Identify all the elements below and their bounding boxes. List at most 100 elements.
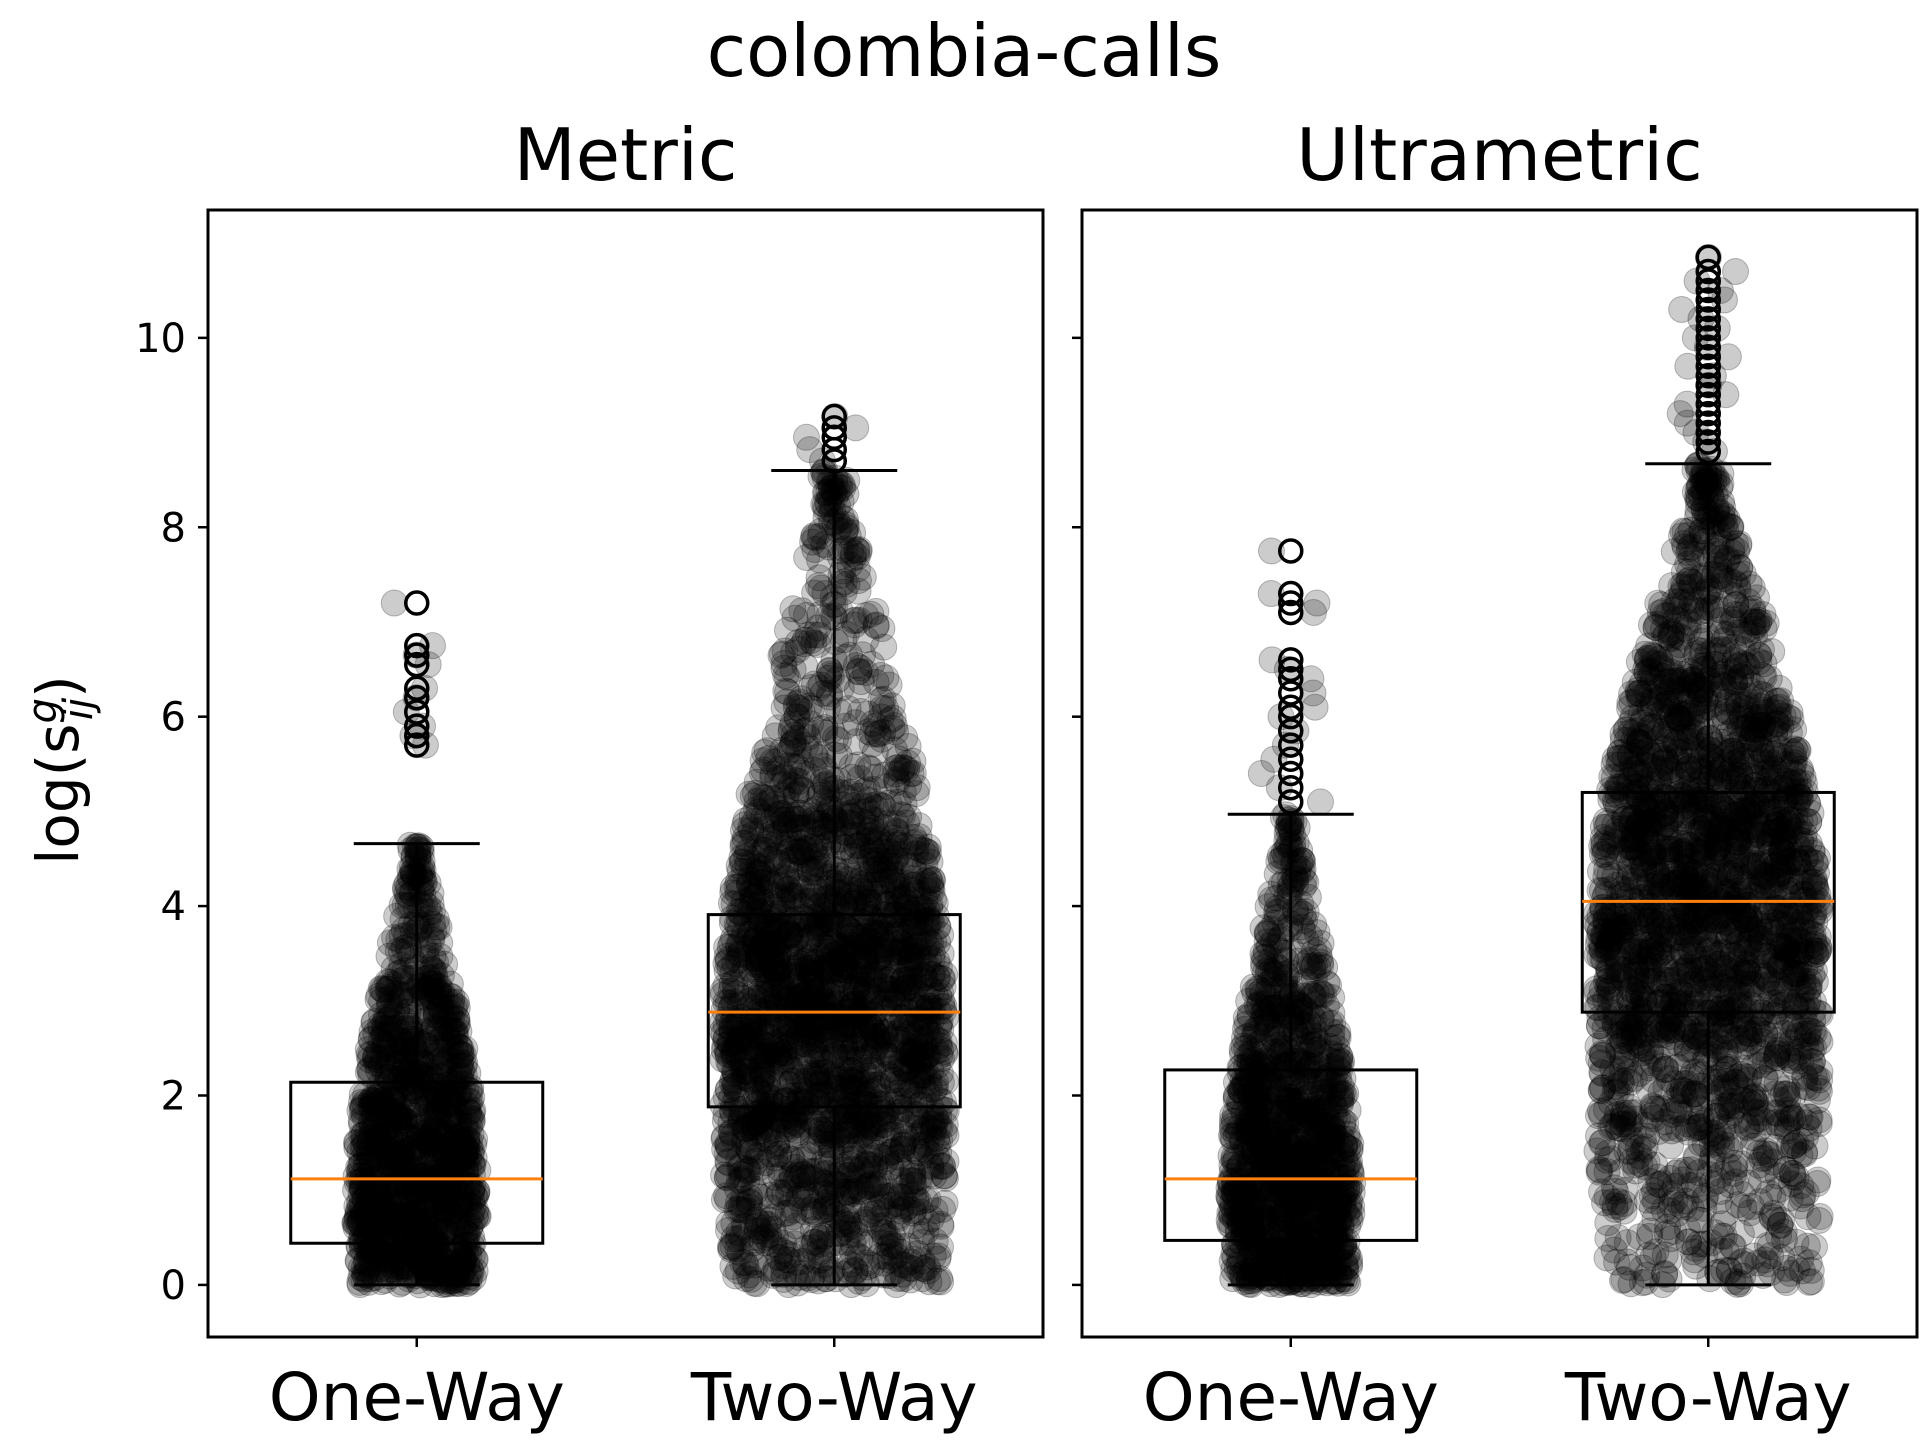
data-point xyxy=(408,1162,436,1190)
data-point xyxy=(370,976,398,1004)
data-point xyxy=(413,1124,441,1152)
data-point xyxy=(452,1136,480,1164)
data-point xyxy=(387,1204,415,1232)
data-point xyxy=(800,621,828,649)
data-point xyxy=(376,1256,404,1284)
data-point xyxy=(391,1218,419,1246)
data-point xyxy=(361,1088,389,1116)
data-point xyxy=(412,1007,440,1035)
data-point xyxy=(419,1248,447,1276)
data-point xyxy=(732,1265,760,1293)
scatter-points xyxy=(341,402,960,1299)
data-point xyxy=(432,1201,460,1229)
data-point xyxy=(395,1156,423,1184)
data-point xyxy=(445,1033,473,1061)
data-point xyxy=(360,1087,388,1115)
data-point xyxy=(422,1209,450,1237)
data-point xyxy=(456,1202,484,1230)
data-point xyxy=(413,944,441,972)
data-point xyxy=(434,1084,462,1112)
data-point xyxy=(930,1162,958,1190)
data-point xyxy=(923,964,951,992)
data-point xyxy=(355,1268,383,1296)
data-point xyxy=(384,1184,412,1212)
data-point xyxy=(391,1221,419,1249)
data-point xyxy=(356,1046,384,1074)
data-point xyxy=(370,1194,398,1222)
data-point xyxy=(412,936,440,964)
data-point xyxy=(419,1119,447,1147)
data-point xyxy=(423,1186,451,1214)
data-point xyxy=(431,984,459,1012)
data-point xyxy=(384,1154,412,1182)
data-point xyxy=(442,1123,470,1151)
data-point xyxy=(363,1049,391,1077)
data-point xyxy=(422,1131,450,1159)
data-point xyxy=(460,1144,488,1172)
data-point xyxy=(458,1083,486,1111)
data-point xyxy=(436,1199,464,1227)
data-point xyxy=(461,1245,489,1273)
y-axis-label-subscript: ij xyxy=(56,697,102,720)
data-point xyxy=(420,1167,448,1195)
data-point xyxy=(367,1027,395,1055)
data-point xyxy=(453,1168,481,1196)
data-point xyxy=(421,1252,449,1280)
data-point xyxy=(449,1256,477,1284)
data-point xyxy=(429,1248,457,1276)
data-point xyxy=(370,1015,398,1043)
data-point xyxy=(391,1037,419,1065)
data-point xyxy=(354,1204,382,1232)
data-point xyxy=(355,1041,383,1069)
data-point xyxy=(347,1088,375,1116)
data-point xyxy=(426,942,454,970)
data-point xyxy=(412,1125,440,1153)
data-point xyxy=(351,1185,379,1213)
data-point xyxy=(458,1175,486,1203)
data-point xyxy=(376,973,404,1001)
data-point xyxy=(353,1145,381,1173)
data-point xyxy=(367,975,395,1003)
data-point xyxy=(458,1099,486,1127)
data-point xyxy=(388,922,416,950)
data-point xyxy=(442,1260,470,1288)
data-point xyxy=(845,657,873,685)
data-point xyxy=(432,1185,460,1213)
data-point xyxy=(345,1168,373,1196)
data-point xyxy=(413,1186,441,1214)
data-point xyxy=(366,1202,394,1230)
data-point xyxy=(453,1136,481,1164)
data-point xyxy=(837,778,865,806)
data-point xyxy=(434,1014,462,1042)
data-point xyxy=(445,1210,473,1238)
data-point xyxy=(792,982,820,1010)
data-point xyxy=(357,1087,385,1115)
data-point xyxy=(884,1204,912,1232)
data-point xyxy=(359,1113,387,1141)
data-point xyxy=(373,1070,401,1098)
data-point xyxy=(433,1120,461,1148)
data-point xyxy=(381,1163,409,1191)
data-point xyxy=(400,1034,428,1062)
data-point xyxy=(441,1225,469,1253)
data-point xyxy=(395,936,423,964)
data-point xyxy=(427,1095,455,1123)
data-point xyxy=(805,572,833,600)
data-point xyxy=(376,929,404,957)
data-point xyxy=(392,1050,420,1078)
data-point xyxy=(346,1268,374,1296)
data-point xyxy=(412,1146,440,1174)
data-point xyxy=(358,1150,386,1178)
data-point xyxy=(418,926,446,954)
x-tick-label: One-Way xyxy=(269,1359,565,1436)
data-point xyxy=(404,1155,432,1183)
data-point xyxy=(420,1014,448,1042)
data-point xyxy=(411,1155,439,1183)
data-point xyxy=(450,1052,478,1080)
data-point xyxy=(349,1134,377,1162)
data-point xyxy=(813,1188,841,1216)
data-point xyxy=(392,1027,420,1055)
data-point xyxy=(435,1045,463,1073)
data-point xyxy=(867,686,895,714)
data-point xyxy=(430,1060,458,1088)
